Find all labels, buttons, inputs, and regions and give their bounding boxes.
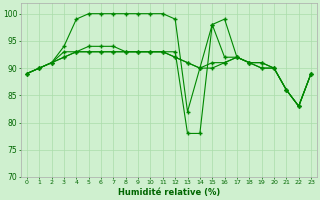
X-axis label: Humidité relative (%): Humidité relative (%) xyxy=(118,188,220,197)
